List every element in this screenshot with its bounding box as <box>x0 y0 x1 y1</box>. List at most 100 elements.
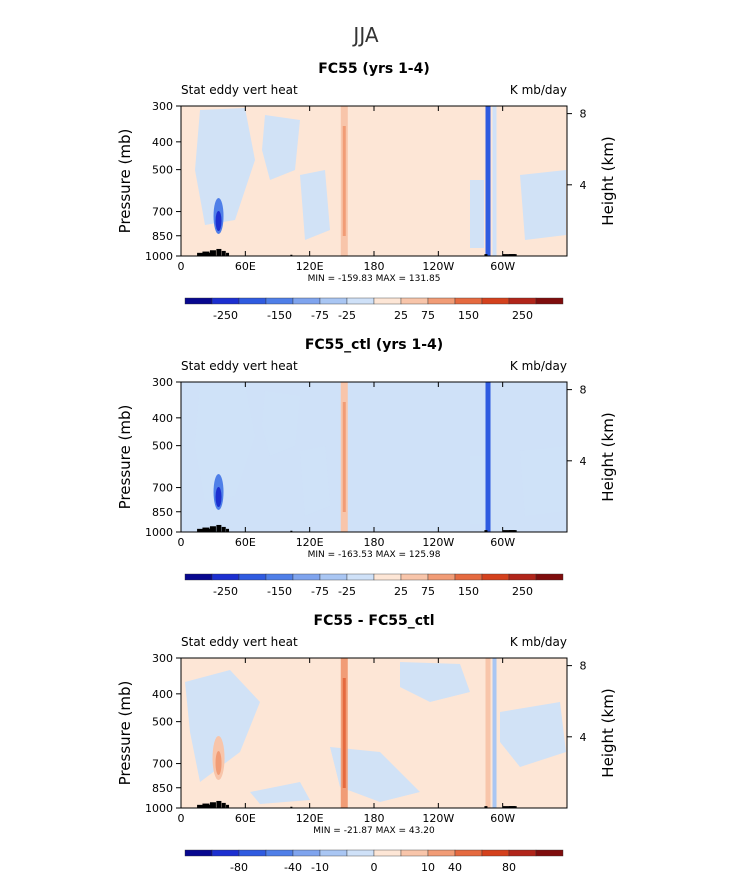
colorbar-swatch <box>265 849 294 857</box>
y-tick-label: 850 <box>152 782 173 795</box>
field-blob <box>520 446 566 516</box>
colorbar-swatch <box>184 573 213 581</box>
colorbar-label: 250 <box>512 585 533 598</box>
panel-right-label: K mb/day <box>510 635 567 649</box>
topography <box>509 254 516 256</box>
x-tick-label: 120E <box>296 536 324 549</box>
topography <box>216 800 222 808</box>
panel-1: FC55 (yrs 1-4) Stat eddy vert heat K mb/da… <box>116 61 617 322</box>
colorbar-label: 25 <box>394 309 408 322</box>
topography <box>484 806 488 808</box>
field-lowlevel-core <box>215 487 222 507</box>
colorbar-swatch <box>400 297 429 305</box>
field-stripe-core <box>342 402 346 512</box>
x-tick-label: 60E <box>235 536 256 549</box>
colorbar-swatch <box>454 297 483 305</box>
colorbar-label: -40 <box>284 861 302 872</box>
field-stripe-60w <box>485 658 491 808</box>
panel-right-label: K mb/day <box>510 83 567 97</box>
y-tick-label: 1000 <box>145 802 173 815</box>
colorbar-label: 10 <box>421 861 435 872</box>
y-tick-label: 500 <box>152 440 173 453</box>
colorbar-swatch <box>400 849 429 857</box>
topography <box>202 251 210 256</box>
colorbar-swatch <box>427 573 456 581</box>
field-blob <box>262 391 300 456</box>
colorbar-swatch <box>346 297 375 305</box>
field-lowlevel-core <box>215 211 222 231</box>
colorbar-swatch <box>346 573 375 581</box>
y2-tick-label: 4 <box>580 731 587 744</box>
topography <box>202 527 210 532</box>
colorbar-label: -10 <box>311 861 329 872</box>
min-max-text: MIN = -21.87 MAX = 43.20 <box>313 826 435 836</box>
colorbar-swatch <box>319 573 348 581</box>
y-tick-label: 400 <box>152 688 173 701</box>
y-tick-label: 300 <box>152 652 173 665</box>
field-stripe-core <box>342 678 346 788</box>
x-tick-label: 120E <box>296 812 324 825</box>
panels: FC55 (yrs 1-4) Stat eddy vert heat K mb/da… <box>116 61 617 872</box>
topography <box>509 530 516 532</box>
x-tick-label: 120W <box>422 536 454 549</box>
colorbar-label: -250 <box>213 309 238 322</box>
field-blob <box>262 115 300 180</box>
y2-axis-title: Height (km) <box>599 412 617 501</box>
x-tick-label: 180 <box>364 536 385 549</box>
colorbar-swatch <box>292 297 321 305</box>
colorbar-label: 150 <box>458 309 479 322</box>
y-tick-label: 300 <box>152 100 173 113</box>
field-blob <box>300 446 330 516</box>
topography <box>226 528 230 532</box>
topography <box>226 804 230 808</box>
min-max-text: MIN = -163.53 MAX = 125.98 <box>308 550 441 560</box>
y-tick-label: 1000 <box>145 250 173 263</box>
y-tick-label: 400 <box>152 412 173 425</box>
colorbar-swatch <box>454 849 483 857</box>
x-tick-label: 60W <box>490 812 515 825</box>
y2-tick-label: 8 <box>580 108 587 121</box>
colorbar-label: -250 <box>213 585 238 598</box>
y-tick-label: 850 <box>152 230 173 243</box>
y-tick-label: 1000 <box>145 526 173 539</box>
topography <box>509 806 516 808</box>
colorbar-label: -150 <box>267 309 292 322</box>
topography <box>221 802 226 808</box>
x-tick-label: 60W <box>490 260 515 273</box>
panel-title: FC55_ctl (yrs 1-4) <box>305 337 443 353</box>
min-max-text: MIN = -159.83 MAX = 131.85 <box>308 274 441 284</box>
colorbar-label: -25 <box>338 309 356 322</box>
y-tick-label: 850 <box>152 506 173 519</box>
panel-2: FC55_ctl (yrs 1-4) Stat eddy vert heat K m… <box>116 337 617 598</box>
colorbar-swatch <box>238 849 267 857</box>
field-blob <box>300 170 330 240</box>
colorbar-swatch <box>292 573 321 581</box>
topography <box>209 526 216 532</box>
colorbar-label: -75 <box>311 309 329 322</box>
x-tick-label: 60E <box>235 260 256 273</box>
x-tick-label: 180 <box>364 812 385 825</box>
x-tick-label: 0 <box>178 812 185 825</box>
y-tick-label: 700 <box>152 758 173 771</box>
topography <box>484 254 488 256</box>
colorbar-swatch <box>427 297 456 305</box>
topography <box>221 526 226 532</box>
y-tick-label: 300 <box>152 376 173 389</box>
y2-tick-label: 4 <box>580 179 587 192</box>
panel-title: FC55 - FC55_ctl <box>314 613 435 629</box>
colorbar-swatch <box>454 573 483 581</box>
colorbar-swatch <box>535 849 564 857</box>
colorbar-label: -25 <box>338 585 356 598</box>
y2-tick-label: 8 <box>580 384 587 397</box>
colorbar-swatch <box>508 297 537 305</box>
colorbar-label: 150 <box>458 585 479 598</box>
x-tick-label: 0 <box>178 260 185 273</box>
y-tick-label: 500 <box>152 716 173 729</box>
colorbar-label: 40 <box>448 861 462 872</box>
topography <box>290 530 293 532</box>
y-axis-title: Pressure (mb) <box>116 681 134 786</box>
y2-axis-title: Height (km) <box>599 136 617 225</box>
colorbar-label: -75 <box>311 585 329 598</box>
y-axis-title: Pressure (mb) <box>116 405 134 510</box>
